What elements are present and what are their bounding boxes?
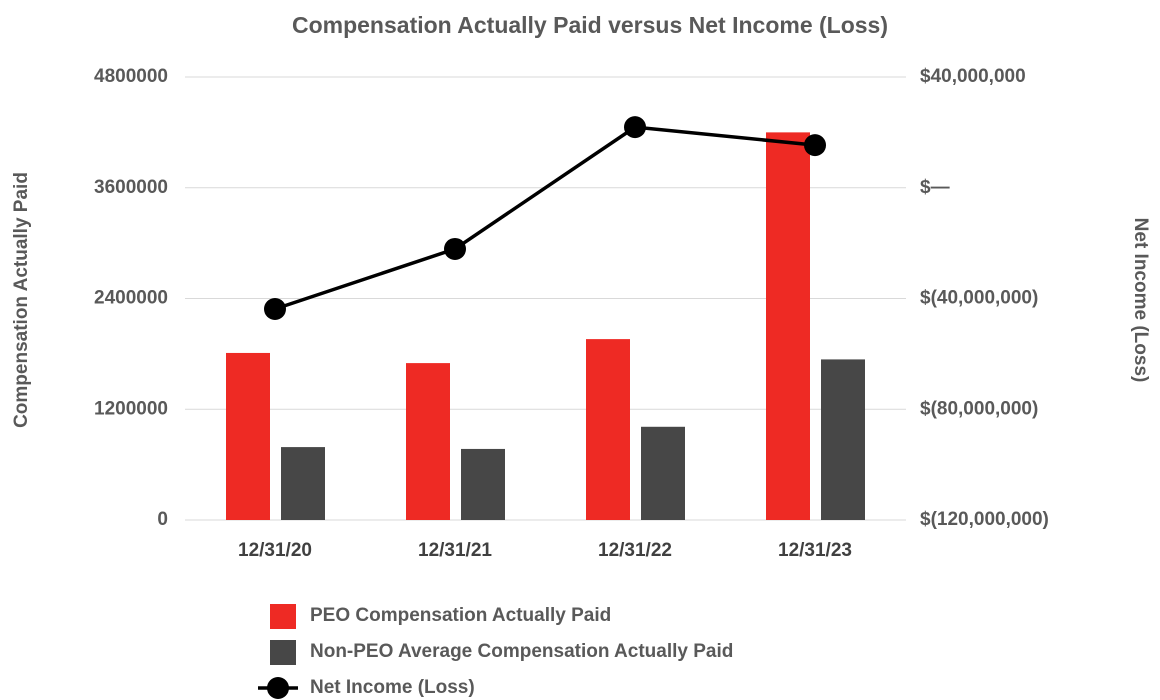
marker [804, 134, 826, 157]
y-axis-label: Compensation Actually Paid [11, 172, 32, 428]
bar [586, 339, 630, 520]
y-tick-label: 4800000 [94, 66, 168, 87]
legend-label: Non-PEO Average Compensation Actually Pa… [310, 641, 733, 662]
bar [766, 132, 810, 520]
y-tick-label: 0 [157, 509, 168, 530]
x-tick-label: 12/31/23 [778, 540, 852, 561]
y-tick-label: 1200000 [94, 398, 168, 419]
bar [821, 359, 865, 520]
y2-tick-label: $(120,000,000) [920, 509, 1049, 530]
y2-tick-label: $40,000,000 [920, 66, 1026, 87]
bar [406, 363, 450, 520]
legend-swatch [270, 640, 296, 665]
bar [226, 352, 270, 520]
y2-tick-label: $— [920, 177, 950, 198]
line [274, 125, 816, 311]
y2-tick-label: $(40,000,000) [920, 288, 1038, 309]
bar [281, 447, 325, 520]
bar [641, 426, 685, 520]
legend-swatch [267, 677, 289, 699]
chart-title: Compensation Actually Paid versus Net In… [292, 12, 888, 38]
y-tick-label: 2400000 [94, 288, 168, 309]
marker [624, 116, 646, 139]
y-tick-label: 3600000 [94, 177, 168, 198]
bar [461, 448, 505, 520]
x-tick-label: 12/31/21 [418, 540, 492, 561]
marker [444, 237, 466, 260]
marker [264, 298, 286, 321]
legend-label: Net Income (Loss) [310, 677, 475, 698]
y2-axis-label: Net Income (Loss) [1130, 218, 1151, 383]
legend-swatch [270, 604, 296, 629]
legend-label: PEO Compensation Actually Paid [310, 605, 611, 626]
x-tick-label: 12/31/22 [598, 540, 672, 561]
x-tick-label: 12/31/20 [238, 540, 312, 561]
y2-tick-label: $(80,000,000) [920, 398, 1038, 419]
